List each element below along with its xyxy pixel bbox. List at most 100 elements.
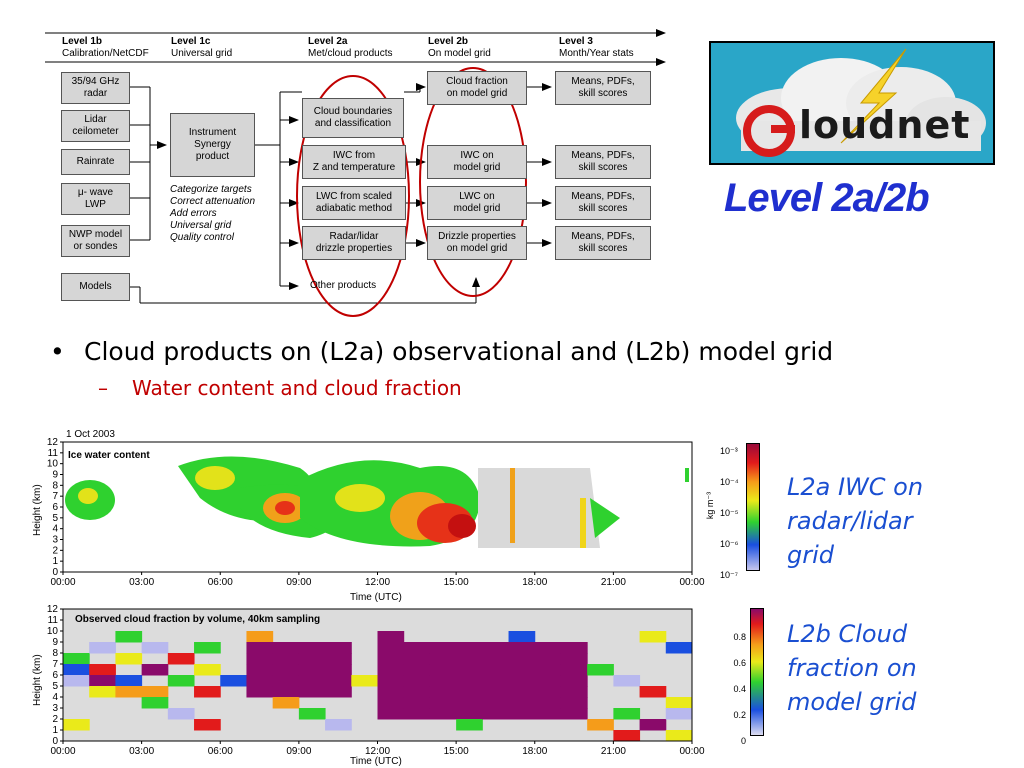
cf-cell — [298, 708, 326, 720]
cf-cell — [325, 653, 352, 665]
cf-cell — [613, 708, 641, 720]
main-bullet: • Cloud products on (L2a) observational a… — [50, 337, 834, 366]
cf-cell — [403, 708, 431, 720]
cf-cell — [325, 675, 352, 687]
iwc-ylabel: Height (km) — [32, 484, 43, 536]
cf-cell — [508, 631, 536, 643]
y-tick-label: 6 — [52, 670, 58, 681]
level-1c-heading: Level 1c Universal grid — [171, 36, 233, 59]
l2b-lwc-box: LWC on model grid — [427, 186, 527, 220]
cf-cell — [560, 664, 588, 676]
cf-cell — [587, 664, 614, 676]
cf-cell — [560, 697, 588, 709]
y-tick-label: 11 — [48, 615, 59, 626]
cf-cell — [456, 675, 483, 687]
cf-cell — [639, 631, 667, 643]
cf-cell — [482, 686, 510, 698]
plot1-date: 1 Oct 2003 — [66, 429, 115, 440]
y-tick-label: 3 — [52, 703, 58, 714]
cf-cell — [456, 697, 483, 709]
y-tick-label: 8 — [52, 480, 58, 491]
x-tick-label: 18:00 — [522, 577, 547, 588]
cf-cell — [482, 642, 510, 654]
cf-cell — [613, 730, 641, 742]
cloudnet-logo: loudnet — [709, 41, 995, 165]
cf-cell — [587, 719, 614, 731]
cf-cell — [456, 708, 483, 720]
y-tick-label: 2 — [52, 545, 58, 556]
input-lidar-box: Lidar ceilometer — [61, 110, 130, 142]
cf-cell — [298, 686, 326, 698]
cf-cell — [89, 642, 116, 654]
x-tick-label: 12:00 — [365, 577, 390, 588]
l2a-drizzle-box: Radar/lidar drizzle properties — [302, 226, 406, 260]
y-tick-label: 12 — [47, 438, 59, 448]
x-tick-label: 00:00 — [50, 746, 75, 757]
iwc-colorbar-ticks: 10⁻³ 10⁻⁴ 10⁻⁵ 10⁻⁶ 10⁻⁷ — [720, 446, 739, 580]
cf-cell — [115, 653, 143, 665]
diagram-connectors — [45, 29, 666, 317]
slide-title: Level 2a/2b — [724, 176, 930, 220]
cf-cell — [272, 664, 300, 676]
cf-cell — [429, 642, 457, 654]
cf-colorbar-ticks: 0.8 0.6 0.4 0.2 0 — [733, 632, 746, 746]
cf-cell — [141, 664, 169, 676]
input-rainrate-box: Rainrate — [61, 149, 130, 175]
cf-cell — [141, 697, 169, 709]
x-tick-label: 21:00 — [601, 577, 626, 588]
cf-cell — [560, 642, 588, 654]
cf-cell — [403, 686, 431, 698]
level-2a-heading: Level 2a Met/cloud products — [308, 36, 393, 59]
cf-cell — [560, 708, 588, 720]
cf-cell — [456, 686, 483, 698]
cf-cell — [665, 730, 693, 742]
cf-cell — [272, 653, 300, 665]
cf-cell — [272, 675, 300, 687]
cf-cell — [403, 675, 431, 687]
x-tick-label: 06:00 — [208, 746, 233, 757]
y-tick-label: 10 — [47, 459, 59, 470]
input-microwave-box: μ- wave LWP — [61, 183, 130, 215]
y-tick-label: 7 — [52, 491, 58, 502]
x-tick-label: 12:00 — [365, 746, 390, 757]
cf-cell — [115, 631, 143, 643]
cf-cell — [665, 697, 693, 709]
cf-cell — [534, 642, 562, 654]
cf-cell — [89, 686, 116, 698]
cf-cell — [639, 719, 667, 731]
cf-cell — [63, 719, 90, 731]
other-products-label: Other products — [310, 280, 377, 291]
cf-cell — [534, 675, 562, 687]
cf-cell — [508, 675, 536, 687]
cf-cell — [325, 686, 352, 698]
iwc-side-label: L2a IWC on radar/lidar grid — [787, 473, 924, 569]
cf-cell — [377, 675, 405, 687]
cf-cell — [508, 653, 536, 665]
cf-cell — [298, 653, 326, 665]
cf-cell — [115, 675, 143, 687]
y-tick-label: 0 — [52, 736, 58, 747]
x-tick-label: 00:00 — [679, 577, 704, 588]
cf-cell — [403, 653, 431, 665]
l2a-highlight-ellipse — [296, 75, 410, 317]
x-tick-label: 09:00 — [286, 746, 311, 757]
synergy-notes: Categorize targets Correct attenuation A… — [170, 184, 256, 243]
cf-cell — [560, 686, 588, 698]
cf-cell — [560, 653, 588, 665]
cf-cell — [482, 653, 510, 665]
x-tick-label: 09:00 — [286, 577, 311, 588]
cf-cell — [639, 686, 667, 698]
cf-cell — [429, 653, 457, 665]
cf-cell — [377, 686, 405, 698]
cf-cell — [141, 686, 169, 698]
x-tick-label: 00:00 — [50, 577, 75, 588]
y-tick-label: 9 — [52, 470, 58, 481]
x-tick-label: 06:00 — [208, 577, 233, 588]
y-tick-label: 8 — [52, 648, 58, 659]
flow-diagram: Level 1b Calibration/NetCDF Level 1c Unive… — [0, 0, 700, 320]
synergy-box: Instrument Synergy product — [170, 113, 255, 177]
x-tick-label: 15:00 — [444, 746, 469, 757]
l2a-cloud-boundaries-box: Cloud boundaries and classification — [302, 98, 404, 138]
cf-cell — [482, 664, 510, 676]
